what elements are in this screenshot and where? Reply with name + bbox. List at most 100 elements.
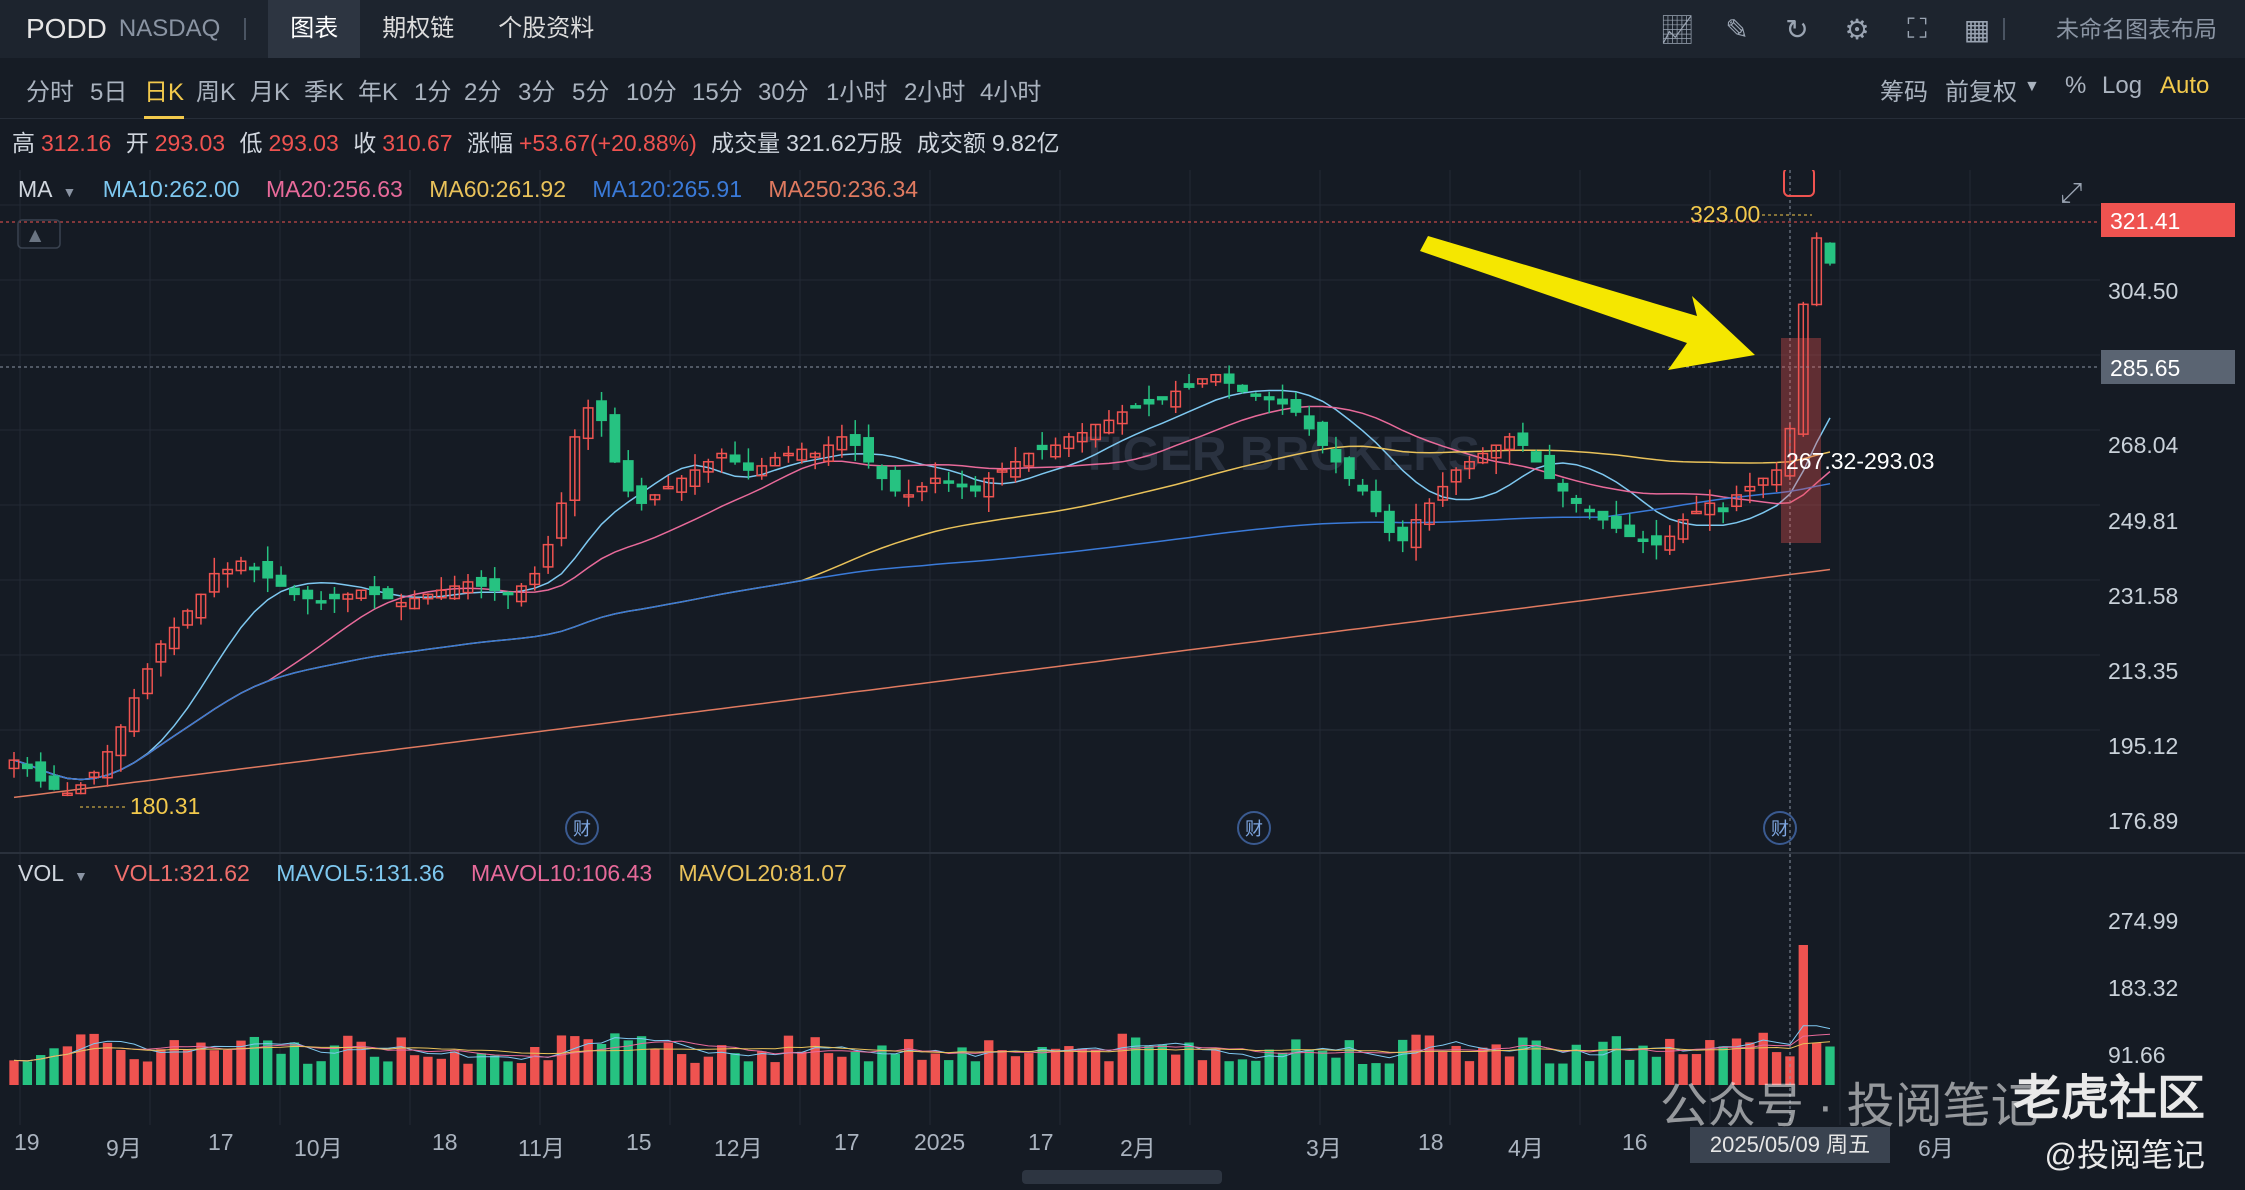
candle[interactable] <box>195 593 207 619</box>
candle[interactable] <box>315 600 327 604</box>
candle[interactable] <box>1383 510 1395 533</box>
candle[interactable] <box>88 771 100 778</box>
tab-option-chain[interactable]: 期权链 <box>382 15 455 42</box>
candle[interactable] <box>342 593 354 600</box>
candle[interactable] <box>889 469 901 492</box>
candle[interactable] <box>569 436 581 502</box>
candle[interactable] <box>8 759 20 770</box>
candle[interactable] <box>128 697 140 733</box>
candle[interactable] <box>1704 502 1716 516</box>
candle[interactable] <box>1010 461 1021 478</box>
candle[interactable] <box>689 469 701 488</box>
candle[interactable] <box>1223 373 1235 384</box>
candle[interactable] <box>716 452 728 459</box>
collapse-legend-button[interactable] <box>17 219 61 249</box>
candle[interactable] <box>582 407 594 440</box>
candle[interactable] <box>702 461 714 473</box>
candle[interactable] <box>1250 393 1262 397</box>
period-3m[interactable]: 3分 <box>518 79 556 106</box>
chart-scrollbar[interactable] <box>1022 1170 1222 1184</box>
candle[interactable] <box>1397 526 1409 542</box>
candle[interactable] <box>1410 519 1422 549</box>
candle[interactable] <box>1076 432 1088 443</box>
candle[interactable] <box>1544 454 1556 480</box>
candle[interactable] <box>1584 508 1596 513</box>
candle[interactable] <box>395 601 407 608</box>
gear-icon[interactable]: ⚙ <box>1844 13 1870 45</box>
candle[interactable] <box>783 452 794 457</box>
candle[interactable] <box>475 576 487 587</box>
candle[interactable] <box>61 792 73 797</box>
candle[interactable] <box>248 566 260 571</box>
candle[interactable] <box>1650 535 1662 546</box>
candle[interactable] <box>823 444 834 463</box>
candle[interactable] <box>208 572 220 593</box>
chevron-down-icon[interactable]: ▼ <box>62 184 77 200</box>
period-timeshare[interactable]: 分时 <box>26 79 74 106</box>
candle[interactable] <box>502 591 514 596</box>
refresh-icon[interactable]: ↻ <box>1785 13 1809 45</box>
candle[interactable] <box>1744 485 1756 492</box>
period-10m[interactable]: 10分 <box>626 79 677 106</box>
candle[interactable] <box>329 593 340 600</box>
candle[interactable] <box>75 784 87 795</box>
fullscreen-icon[interactable]: ⛶ <box>1907 12 1927 44</box>
candle[interactable] <box>515 585 527 603</box>
candle[interactable] <box>155 643 167 663</box>
candle[interactable] <box>222 568 234 575</box>
candle[interactable] <box>235 560 247 572</box>
candle[interactable] <box>1597 510 1609 521</box>
candle[interactable] <box>35 761 47 782</box>
adjust-select[interactable]: 前复权 <box>1945 79 2017 106</box>
candle[interactable] <box>1477 452 1489 464</box>
candle[interactable] <box>796 448 808 461</box>
candle[interactable] <box>1370 490 1382 513</box>
candle[interactable] <box>142 668 153 695</box>
candle[interactable] <box>849 434 861 446</box>
tab-stock-profile[interactable]: 个股资料 <box>498 15 595 42</box>
price-chart[interactable]: TIGER BROKERS 304.50 268.04 249.81 231.5… <box>0 170 2245 1125</box>
candle[interactable] <box>21 763 33 770</box>
candle[interactable] <box>489 578 501 591</box>
period-2h[interactable]: 2小时 <box>904 79 966 106</box>
candle[interactable] <box>1196 378 1208 385</box>
candle[interactable] <box>1624 524 1636 538</box>
chart-icon[interactable]: 📈︎ <box>1659 13 1695 45</box>
period-yearly[interactable]: 年K <box>358 79 399 106</box>
vol-indicator-name[interactable]: VOL <box>18 860 65 886</box>
period-monthly[interactable]: 月K <box>250 79 291 106</box>
candle[interactable] <box>302 589 314 600</box>
candle[interactable] <box>102 751 113 779</box>
chevron-down-icon[interactable]: ▼ <box>2024 78 2040 95</box>
earnings-marker[interactable] <box>565 811 599 845</box>
candle[interactable] <box>969 485 981 492</box>
candle[interactable] <box>1811 237 1823 306</box>
candle[interactable] <box>1504 436 1515 451</box>
candle[interactable] <box>1343 457 1355 480</box>
candle[interactable] <box>1103 419 1115 434</box>
period-15m[interactable]: 15分 <box>692 79 743 106</box>
candle[interactable] <box>1156 396 1168 401</box>
candle[interactable] <box>676 477 688 493</box>
candle[interactable] <box>115 726 127 757</box>
expand-icon[interactable]: ⤢ <box>2060 176 2082 209</box>
auto-toggle[interactable]: Auto <box>2160 72 2210 99</box>
period-2m[interactable]: 2分 <box>464 79 502 106</box>
candle[interactable] <box>1731 494 1742 508</box>
period-1m[interactable]: 1分 <box>414 79 452 106</box>
candle[interactable] <box>1063 436 1075 450</box>
candle[interactable] <box>369 586 380 596</box>
candle[interactable] <box>916 485 928 493</box>
candle[interactable] <box>168 626 180 650</box>
candle[interactable] <box>435 589 447 599</box>
grid-icon[interactable]: ▦ <box>1963 13 1991 45</box>
candle[interactable] <box>1210 374 1222 383</box>
candle[interactable] <box>943 480 955 484</box>
candle[interactable] <box>1277 398 1288 405</box>
candle[interactable] <box>1610 515 1622 529</box>
candle[interactable] <box>903 494 915 498</box>
period-30m[interactable]: 30分 <box>758 79 809 106</box>
candle[interactable] <box>1303 415 1315 430</box>
candle[interactable] <box>1423 502 1435 526</box>
candle[interactable] <box>1664 535 1676 551</box>
